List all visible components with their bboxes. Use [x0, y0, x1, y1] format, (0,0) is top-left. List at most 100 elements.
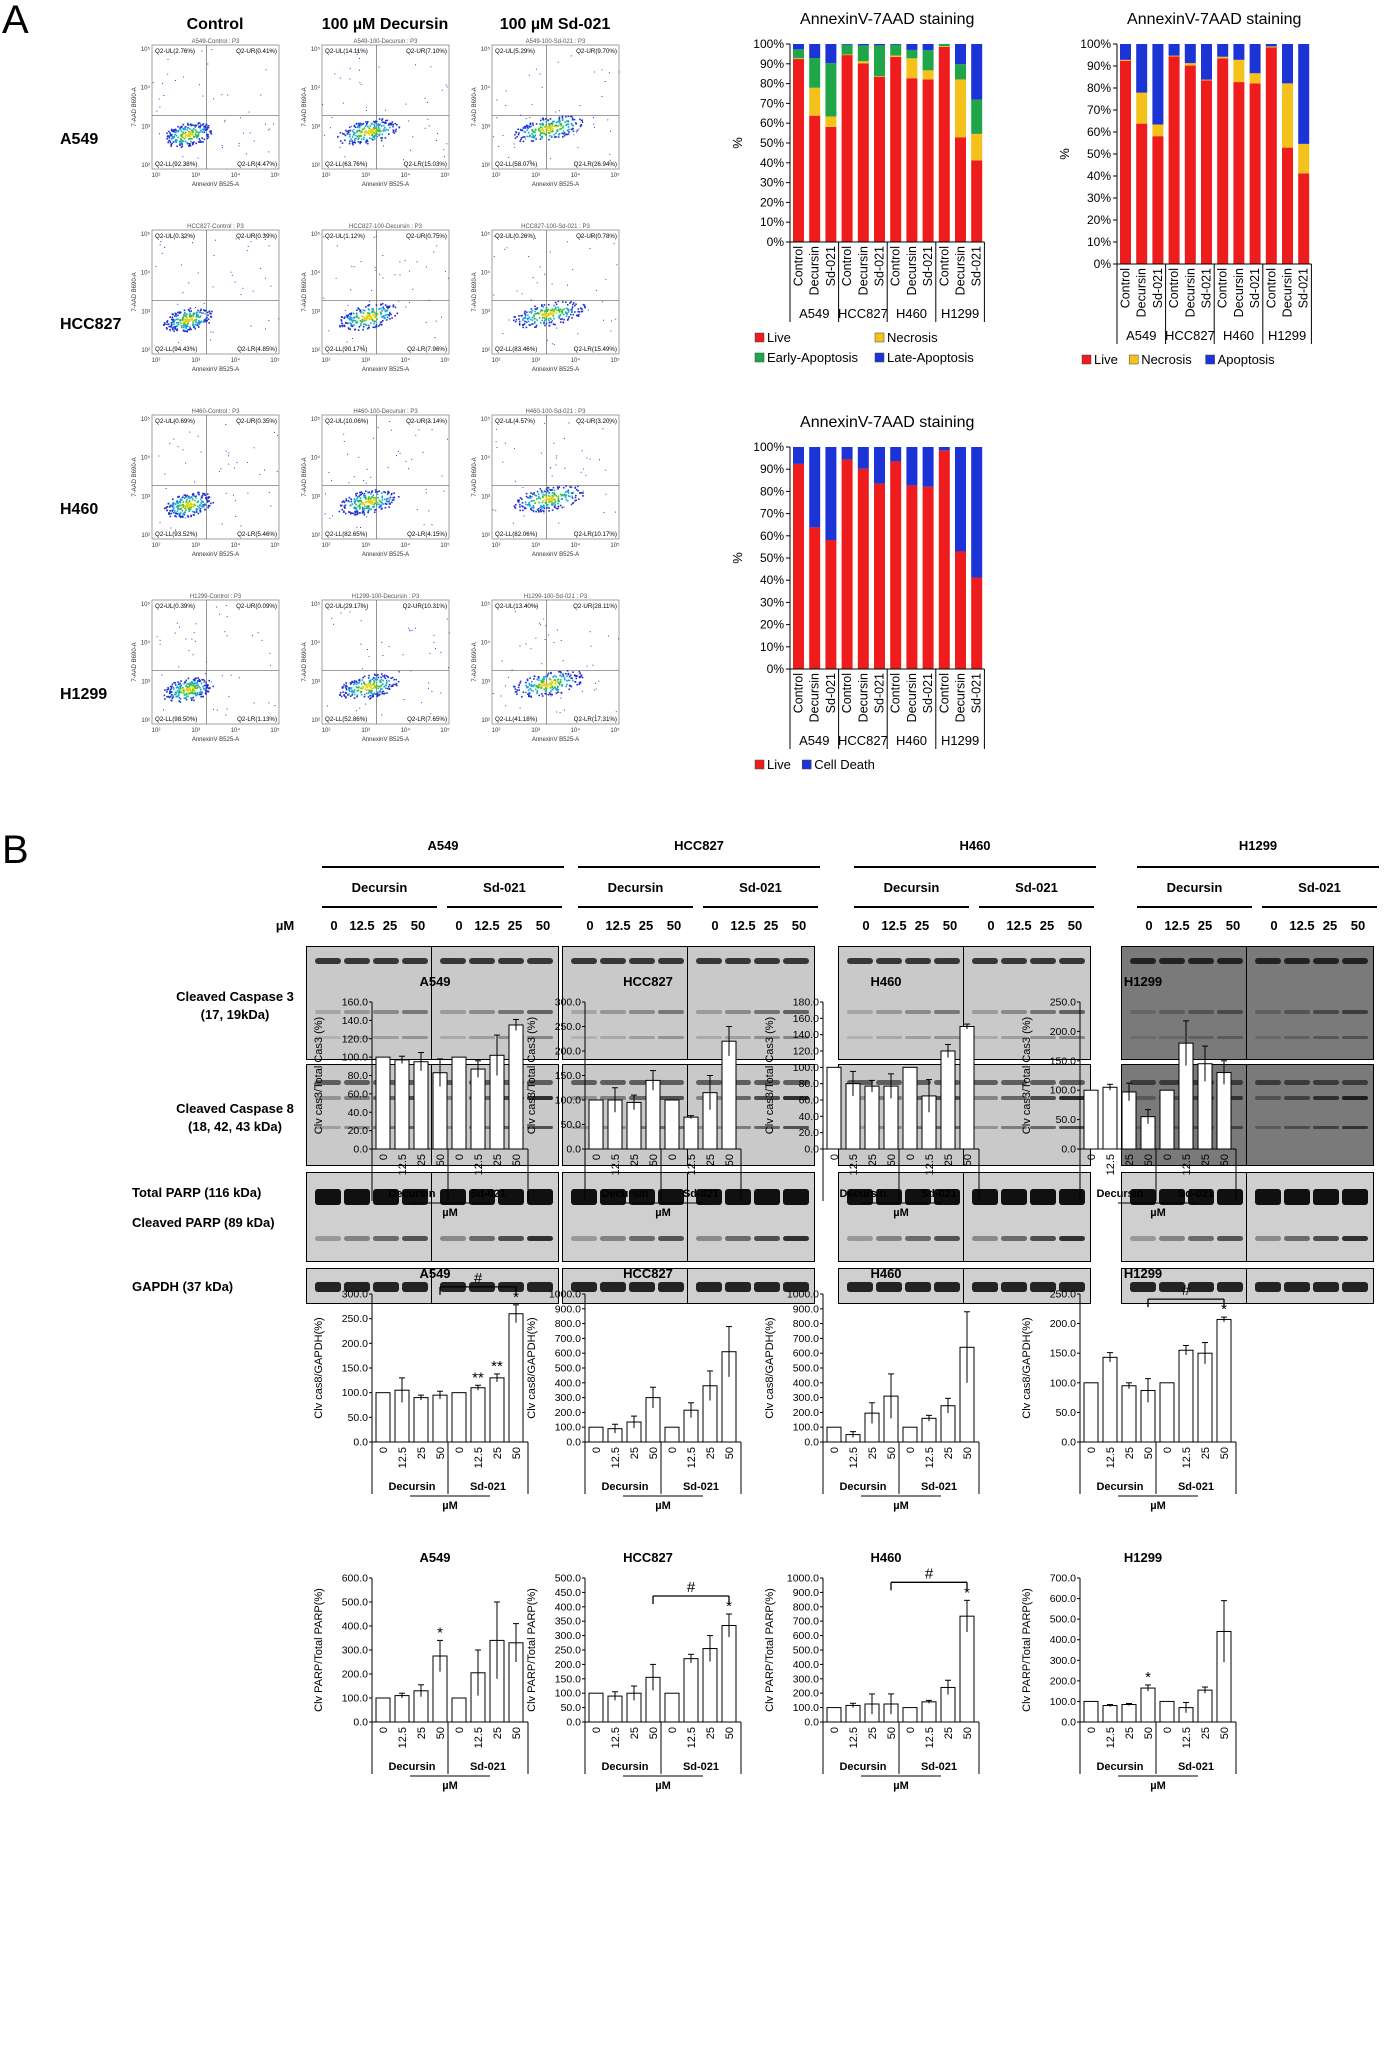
- event-dot: [343, 694, 345, 697]
- event-dot: [540, 119, 542, 122]
- event-dot: [185, 462, 187, 464]
- event-dot: [364, 131, 366, 133]
- dose-tick-label: 50: [1143, 1447, 1155, 1459]
- event-dot: [550, 122, 552, 124]
- event-dot: [344, 686, 347, 688]
- event-dot: [545, 127, 548, 129]
- event-dot: [274, 431, 275, 433]
- event-dot: [220, 468, 222, 470]
- event-dot: [178, 311, 181, 313]
- event-dot: [370, 316, 372, 318]
- dose-label: 12.5: [730, 918, 756, 933]
- event-dot: [189, 431, 191, 433]
- y-tick-label: 600.0: [555, 1348, 581, 1360]
- event-dot: [185, 327, 187, 330]
- dose-tick-label: 12.5: [397, 1727, 409, 1748]
- event-dot: [378, 308, 380, 311]
- event-dot: [182, 316, 184, 319]
- event-dot: [436, 245, 438, 247]
- event-dot: [363, 345, 364, 347]
- event-dot: [351, 129, 354, 132]
- event-dot: [615, 318, 617, 320]
- stacked-bar-charts: AnnexinV-7AAD staining%0%10%20%30%40%50%…: [730, 11, 1312, 772]
- event-dot: [370, 688, 373, 690]
- event-dot: [159, 522, 161, 524]
- event-dot: [367, 511, 369, 514]
- event-dot: [203, 131, 206, 134]
- bar-segment: [1233, 82, 1245, 264]
- event-dot: [568, 128, 570, 131]
- protein-band: [725, 1236, 751, 1241]
- event-dot: [207, 318, 210, 320]
- event-dot: [194, 678, 196, 680]
- event-dot: [365, 609, 367, 611]
- y-tick-label: 0%: [767, 662, 785, 676]
- event-dot: [526, 125, 528, 128]
- protein-band: [527, 1126, 553, 1130]
- event-dot: [559, 680, 562, 683]
- event-dot: [394, 274, 396, 276]
- event-dot: [169, 505, 171, 508]
- event-dot: [516, 290, 518, 292]
- event-dot: [559, 670, 562, 673]
- category-label: Decursin: [1135, 268, 1149, 317]
- event-dot: [333, 623, 335, 625]
- quadrant-ll-value: Q2-LL(63.76%): [325, 161, 367, 168]
- event-dot: [538, 501, 540, 504]
- event-dot: [203, 302, 205, 304]
- event-dot: [541, 693, 543, 695]
- protein-band: [629, 1126, 655, 1130]
- event-dot: [540, 128, 542, 131]
- event-dot: [177, 130, 179, 133]
- event-dot: [385, 128, 388, 131]
- event-dot: [328, 472, 330, 474]
- event-dot: [556, 130, 559, 133]
- event-dot: [348, 328, 350, 330]
- event-dot: [358, 682, 360, 684]
- y-axis-label: 7-AAD B690-A: [302, 87, 308, 126]
- event-density-cloud: [155, 234, 280, 344]
- treatment-underline: [578, 906, 693, 908]
- event-dot: [548, 501, 551, 503]
- event-dot: [360, 138, 363, 140]
- x-tick-label: 10³: [191, 543, 200, 549]
- treatment-group-label: Sd-021: [1178, 1481, 1214, 1493]
- event-dot: [525, 495, 528, 498]
- protein-band: [934, 1009, 960, 1014]
- event-dot: [182, 324, 185, 326]
- x-axis-unit-label: µM: [893, 1780, 909, 1792]
- y-tick-label: 300.0: [793, 1392, 819, 1404]
- event-dot: [206, 128, 208, 131]
- event-dot: [324, 513, 326, 515]
- event-dot: [554, 503, 556, 506]
- event-dot: [172, 498, 174, 500]
- protein-band: [1130, 1095, 1156, 1100]
- event-dot: [361, 318, 364, 321]
- event-dot: [367, 324, 370, 327]
- event-dot: [346, 130, 348, 133]
- protein-band: [1159, 958, 1185, 965]
- event-dot: [184, 511, 186, 513]
- event-density-cloud: [323, 236, 449, 347]
- event-dot: [189, 326, 191, 328]
- protein-band: [402, 958, 428, 965]
- event-dot: [547, 131, 550, 134]
- event-dot: [350, 138, 352, 140]
- event-dot: [388, 688, 391, 690]
- event-dot: [196, 136, 198, 139]
- event-dot: [358, 500, 360, 503]
- event-dot: [186, 515, 189, 517]
- dose-label: 50: [1067, 918, 1083, 933]
- x-tick-label: 10⁴: [401, 172, 411, 179]
- flow-row-label: HCC827: [60, 316, 122, 333]
- event-dot: [177, 311, 179, 314]
- quadrant-ul-value: Q2-UL(14.11%): [325, 48, 368, 55]
- event-dot: [169, 695, 172, 698]
- event-dot: [248, 111, 250, 113]
- event-dot: [492, 509, 494, 511]
- event-dot: [525, 643, 527, 645]
- event-dot: [167, 141, 169, 144]
- protein-band: [658, 1095, 684, 1100]
- event-dot: [374, 316, 376, 319]
- event-dot: [577, 315, 580, 317]
